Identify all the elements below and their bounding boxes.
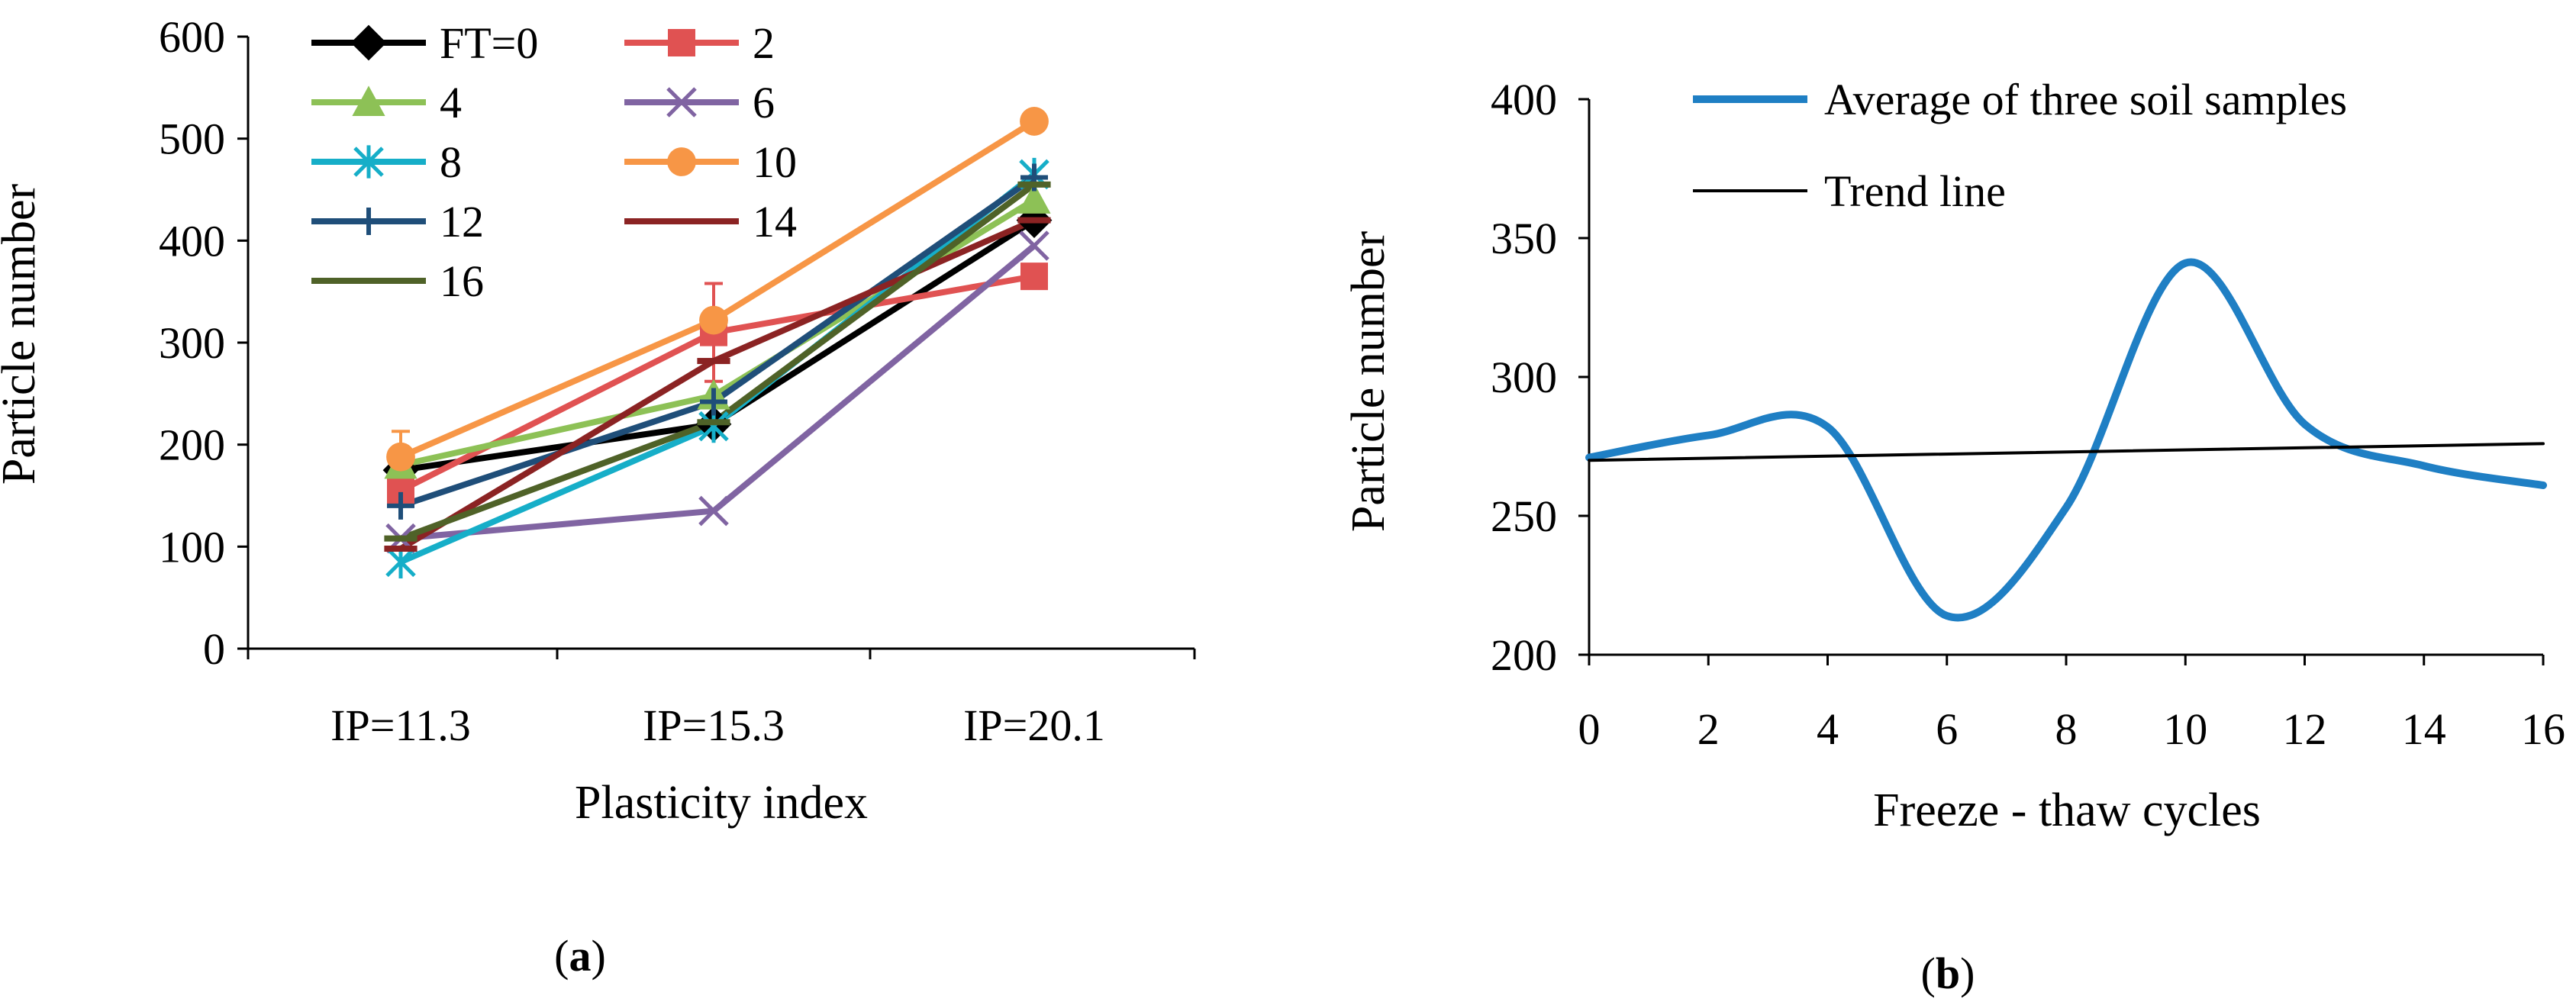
a-x-tick-label: IP=11.3 xyxy=(330,701,471,750)
a-legend-label: 16 xyxy=(440,256,484,306)
b-x-tick-label: 0 xyxy=(1578,704,1601,754)
a-legend-label: 10 xyxy=(753,137,797,187)
b-caption: (b) xyxy=(1921,949,1975,998)
b-x-tick-label: 10 xyxy=(2163,704,2207,754)
b-x-axis-label: Freeze - thaw cycles xyxy=(1873,784,2261,836)
a-legend-label: 2 xyxy=(753,18,775,68)
a-y-tick-label: 0 xyxy=(203,624,225,674)
b-y-tick-label: 400 xyxy=(1491,75,1557,124)
a-y-tick-label: 300 xyxy=(159,318,225,368)
a-legend-label: FT=0 xyxy=(440,18,538,68)
a-legend-label: 12 xyxy=(440,197,484,246)
a-x-axis-label: Plasticity index xyxy=(575,777,868,829)
b-series-average-line xyxy=(1585,258,2547,622)
b-legend-label: Trend line xyxy=(1824,166,2006,216)
a-legend-marker xyxy=(352,278,385,284)
a-point-6 xyxy=(1019,230,1049,261)
a-caption: (a) xyxy=(554,931,606,981)
a-series-line-14 xyxy=(398,217,1036,552)
a-point-16 xyxy=(384,535,418,542)
a-y-axis-label: Particle number xyxy=(0,184,45,485)
a-legend-label: 14 xyxy=(753,197,797,246)
a-point-14 xyxy=(1017,217,1051,224)
b-x-tick-label: 2 xyxy=(1697,704,1720,754)
a-point-14 xyxy=(697,358,730,365)
a-legend-marker xyxy=(350,24,387,61)
a-point-10 xyxy=(699,305,728,335)
a-legend: FT=0 2 4 6 8 10 12 14 16 xyxy=(311,18,797,306)
a-y-tick-label: 100 xyxy=(159,522,225,572)
a-point-16 xyxy=(697,419,730,426)
a-legend-label: 8 xyxy=(440,137,462,187)
b-x-tick-label: 6 xyxy=(1936,704,1958,754)
b-x-tick-label: 12 xyxy=(2283,704,2327,754)
a-y-tick-label: 600 xyxy=(159,12,225,62)
chart-a: Particle number Plasticity index 0 100 200… xyxy=(0,12,1196,981)
b-x-tick-label: 16 xyxy=(2521,704,2565,754)
a-point-2 xyxy=(1020,263,1048,291)
a-legend-marker xyxy=(668,29,695,56)
a-point-14 xyxy=(384,546,418,552)
a-legend-marker xyxy=(353,145,384,179)
b-x-tick-label: 14 xyxy=(2402,704,2446,754)
b-x-tick-label: 4 xyxy=(1817,704,1839,754)
b-x-tick-label: 8 xyxy=(2055,704,2078,754)
chart-b: Particle number Freeze - thaw cycles 200… xyxy=(1343,75,2565,998)
a-legend-marker xyxy=(667,147,696,176)
b-trend-line xyxy=(1588,442,2545,462)
a-legend-label: 6 xyxy=(753,78,775,127)
a-y-tick-label: 200 xyxy=(159,420,225,470)
a-point-10 xyxy=(1020,107,1049,136)
a-y-tick-label: 400 xyxy=(159,216,225,266)
a-point-12 xyxy=(700,388,727,416)
a-y-tick-label: 500 xyxy=(159,114,225,164)
a-legend-marker xyxy=(355,208,382,235)
a-legend-marker xyxy=(666,87,697,118)
b-y-tick-label: 350 xyxy=(1491,214,1557,263)
b-legend: Average of three soil samples Trend line xyxy=(1693,75,2347,216)
a-legend-marker xyxy=(352,85,385,116)
a-x-tick-label: IP=20.1 xyxy=(963,701,1105,750)
b-y-tick-label: 200 xyxy=(1491,630,1557,680)
a-point-12 xyxy=(387,491,414,520)
a-x-tick-label: IP=15.3 xyxy=(643,701,785,750)
a-point-10 xyxy=(386,442,415,472)
b-legend-label: Average of three soil samples xyxy=(1824,75,2347,124)
b-y-tick-label: 300 xyxy=(1491,353,1557,402)
a-point-16 xyxy=(1017,181,1051,188)
a-point-4 xyxy=(1017,183,1051,214)
a-legend-marker xyxy=(665,218,698,224)
a-legend-label: 4 xyxy=(440,78,462,127)
b-y-tick-label: 250 xyxy=(1491,491,1557,541)
b-y-axis-label: Particle number xyxy=(1343,231,1394,533)
a-point-6 xyxy=(698,495,729,527)
